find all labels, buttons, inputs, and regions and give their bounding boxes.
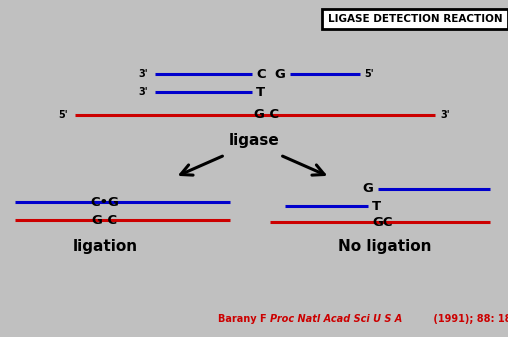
- Text: 3': 3': [440, 110, 450, 120]
- Text: 5': 5': [58, 110, 68, 120]
- Text: (1991); 88: 189-93.: (1991); 88: 189-93.: [430, 314, 508, 324]
- Text: Barany F: Barany F: [218, 314, 270, 324]
- Text: No ligation: No ligation: [338, 240, 432, 254]
- Text: ligase: ligase: [229, 133, 279, 149]
- Text: G: G: [274, 67, 285, 81]
- Text: T: T: [372, 200, 381, 213]
- Text: GC: GC: [372, 215, 393, 228]
- Text: G C: G C: [254, 109, 279, 122]
- Text: 3': 3': [138, 87, 148, 97]
- Text: C: C: [256, 67, 266, 81]
- Text: 3': 3': [138, 69, 148, 79]
- Text: C•G: C•G: [90, 195, 119, 209]
- Text: 5': 5': [364, 69, 373, 79]
- Text: LIGASE DETECTION REACTION: LIGASE DETECTION REACTION: [328, 14, 502, 24]
- Text: ligation: ligation: [73, 240, 138, 254]
- Text: T: T: [256, 86, 265, 98]
- Text: Proc Natl Acad Sci U S A: Proc Natl Acad Sci U S A: [270, 314, 402, 324]
- Text: G: G: [362, 183, 373, 195]
- Text: G C: G C: [92, 214, 117, 226]
